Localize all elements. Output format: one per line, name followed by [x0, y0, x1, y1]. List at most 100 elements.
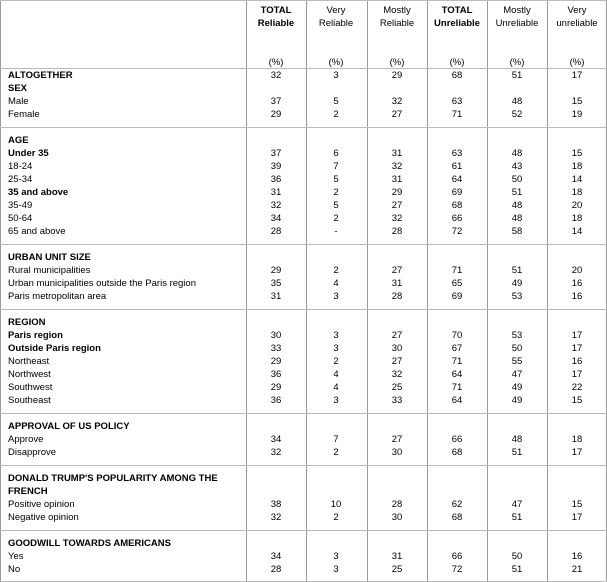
cell-value: 29 — [270, 382, 282, 393]
cell-value: 48 — [511, 434, 523, 445]
cell-value: 69 — [451, 291, 463, 302]
cell-value: 39 — [270, 161, 282, 172]
row-label: Disapprove — [8, 447, 57, 458]
cell-value: 68 — [451, 512, 463, 523]
cell-value: 50 — [511, 343, 523, 354]
cell-value: 50 — [511, 174, 523, 185]
cell-value: 25 — [391, 564, 403, 575]
cell-value: 28 — [391, 499, 403, 510]
cell-value: 3 — [333, 291, 339, 302]
cell-value: 49 — [511, 382, 523, 393]
cell-value: 53 — [511, 330, 523, 341]
row-label: Rural municipalities — [8, 265, 91, 276]
column-header: Unreliable — [434, 18, 480, 29]
cell-value: 37 — [270, 96, 282, 107]
cell-value: 19 — [571, 109, 583, 120]
row-label: Southwest — [8, 382, 53, 393]
cell-value: 48 — [511, 96, 523, 107]
cell-value: 64 — [451, 369, 463, 380]
row-label: 35 and above — [8, 187, 69, 198]
cell-value: 22 — [571, 382, 583, 393]
cell-value: 21 — [571, 564, 583, 575]
column-unit: (%) — [389, 57, 405, 68]
row-label: 25-34 — [8, 174, 33, 185]
cell-value: 15 — [571, 395, 583, 406]
cell-value: 32 — [391, 161, 403, 172]
column-header: Mostly — [383, 5, 411, 16]
cell-value: 68 — [451, 447, 463, 458]
cell-value: 4 — [333, 382, 339, 393]
table-border — [0, 0, 607, 1]
cell-value: 17 — [571, 512, 583, 523]
section-title: GOODWILL TOWARDS AMERICANS — [8, 538, 171, 549]
cell-value: 30 — [391, 512, 403, 523]
cell-value: 36 — [270, 395, 282, 406]
cell-value: 4 — [333, 369, 339, 380]
row-label: Southeast — [8, 395, 51, 406]
cell-value: 52 — [511, 109, 523, 120]
cell-value: 64 — [451, 174, 463, 185]
cell-value: 30 — [391, 343, 403, 354]
cell-value: 72 — [451, 226, 463, 237]
cell-value: 49 — [511, 278, 523, 289]
section-rule — [0, 127, 607, 128]
cell-value: 32 — [391, 213, 403, 224]
table-border — [0, 0, 1, 582]
cell-value: 36 — [270, 369, 282, 380]
cell-value: 32 — [270, 512, 282, 523]
cell-value: 31 — [270, 291, 282, 302]
column-header: Very — [326, 5, 346, 16]
cell-value: 31 — [270, 187, 282, 198]
cell-value: 3 — [333, 551, 339, 562]
row-label: Outside Paris region — [8, 343, 101, 354]
cell-value: 33 — [270, 343, 282, 354]
cell-value: 55 — [511, 356, 523, 367]
cell-value: 71 — [451, 109, 463, 120]
row-label: Male — [8, 96, 29, 107]
row-label: 35-49 — [8, 200, 33, 211]
cell-value: 3 — [333, 564, 339, 575]
cell-value: 20 — [571, 265, 583, 276]
cell-value: 66 — [451, 213, 463, 224]
row-label: 65 and above — [8, 226, 66, 237]
cell-value: 32 — [391, 369, 403, 380]
cell-value: 29 — [270, 109, 282, 120]
column-header: unreliable — [556, 18, 598, 29]
cell-value: 34 — [270, 551, 282, 562]
column-unit: (%) — [569, 57, 585, 68]
cell-value: 63 — [451, 148, 463, 159]
cell-value: 31 — [391, 278, 403, 289]
cell-value: 14 — [571, 226, 583, 237]
cell-value: 2 — [333, 213, 339, 224]
cell-value: 2 — [333, 447, 339, 458]
cell-value: 32 — [270, 447, 282, 458]
cell-value: 10 — [330, 499, 342, 510]
cell-value: 17 — [571, 343, 583, 354]
cell-value: 51 — [511, 265, 523, 276]
cell-value: 28 — [270, 564, 282, 575]
cell-value: 17 — [571, 70, 583, 81]
cell-value: 18 — [571, 434, 583, 445]
cell-value: 71 — [451, 356, 463, 367]
cell-value: 16 — [571, 278, 583, 289]
cell-value: 2 — [333, 187, 339, 198]
cell-value: 37 — [270, 148, 282, 159]
cell-value: 18 — [571, 213, 583, 224]
cell-value: 38 — [270, 499, 282, 510]
cell-value: 20 — [571, 200, 583, 211]
cell-value: 34 — [270, 434, 282, 445]
cell-value: 32 — [391, 96, 403, 107]
cell-value: 27 — [391, 265, 403, 276]
column-header: Reliable — [257, 18, 295, 29]
cell-value: 28 — [391, 226, 403, 237]
column-header: TOTAL — [260, 5, 292, 16]
cell-value: 51 — [511, 447, 523, 458]
section-title: ALTOGETHER — [8, 70, 73, 81]
cell-value: 18 — [571, 187, 583, 198]
cell-value: 6 — [333, 148, 339, 159]
cell-value: 51 — [511, 70, 523, 81]
cell-value: 49 — [511, 395, 523, 406]
column-border — [246, 0, 247, 582]
cell-value: 16 — [571, 291, 583, 302]
